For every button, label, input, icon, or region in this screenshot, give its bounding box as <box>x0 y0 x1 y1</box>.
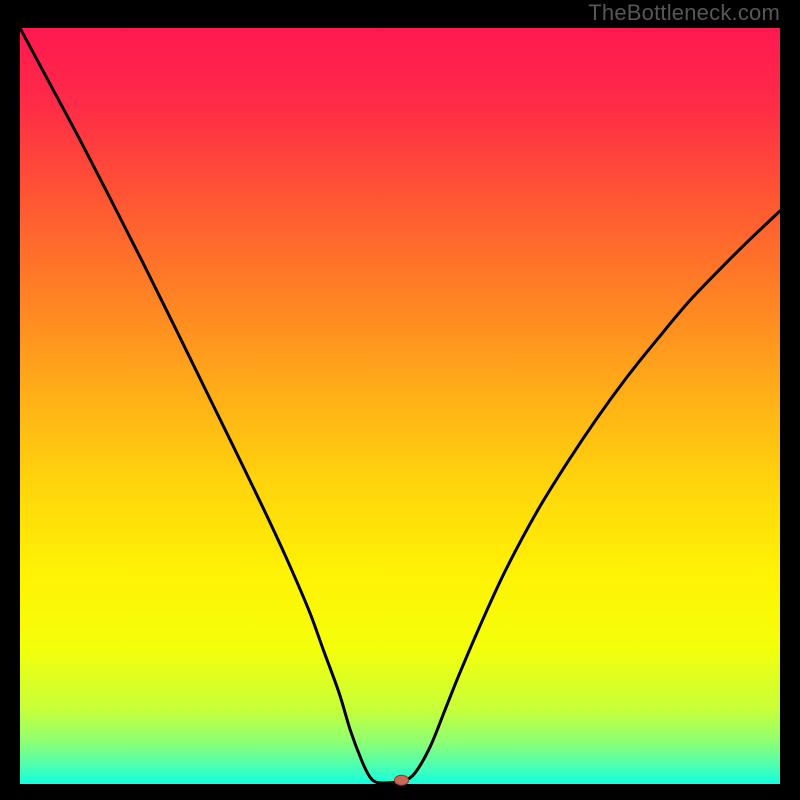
watermark-text: TheBottleneck.com <box>588 0 780 26</box>
chart-frame: TheBottleneck.com <box>0 0 800 800</box>
bottleneck-chart <box>0 0 800 800</box>
plot-background <box>20 28 780 784</box>
optimum-marker <box>395 775 409 785</box>
